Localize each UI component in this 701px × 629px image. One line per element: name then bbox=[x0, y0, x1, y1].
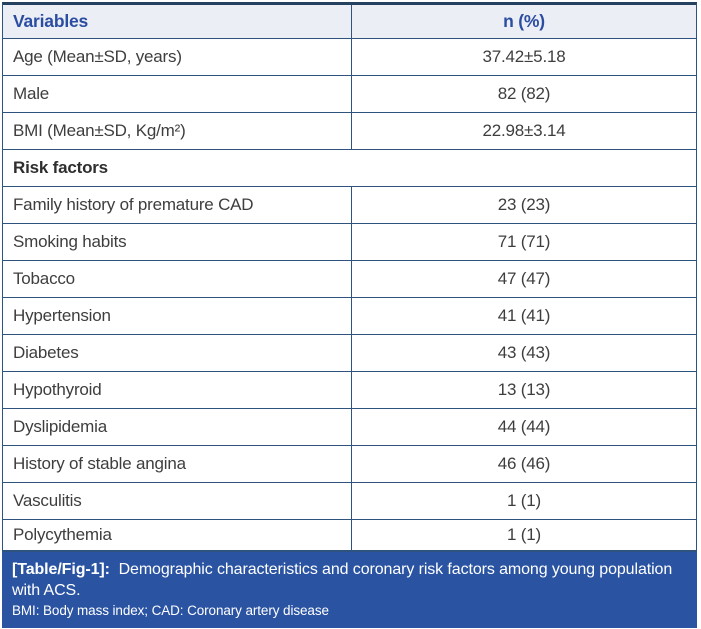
row-value: 44 (44) bbox=[351, 409, 696, 445]
table-row: Male 82 (82) bbox=[3, 76, 696, 113]
caption-tag: [Table/Fig-1]: bbox=[12, 561, 110, 578]
table-row: Tobacco 47 (47) bbox=[3, 261, 696, 298]
section-row: Risk factors bbox=[3, 150, 696, 187]
row-label: Hypertension bbox=[13, 306, 111, 325]
row-value: 47 (47) bbox=[351, 261, 696, 297]
row-label: Smoking habits bbox=[13, 232, 127, 251]
figure-caption: [Table/Fig-1]: Demographic characteristi… bbox=[2, 552, 697, 628]
row-label: Dyslipidemia bbox=[13, 417, 107, 436]
data-table: Variables n (%) Age (Mean±SD, years) 37.4… bbox=[2, 2, 697, 552]
row-value: 43 (43) bbox=[351, 335, 696, 371]
caption-description: Demographic characteristics and coronary… bbox=[12, 561, 673, 600]
row-value: 41 (41) bbox=[351, 298, 696, 334]
table-body: Age (Mean±SD, years) 37.42±5.18 Male 82 (82… bbox=[3, 39, 696, 550]
table-row: Smoking habits 71 (71) bbox=[3, 224, 696, 261]
table-row: Dyslipidemia 44 (44) bbox=[3, 409, 696, 446]
table-row: Family history of premature CAD 23 (23) bbox=[3, 187, 696, 224]
row-value: 37.42±5.18 bbox=[351, 39, 696, 75]
table-header-row: Variables n (%) bbox=[3, 5, 696, 39]
table-row: Polycythemia 1 (1) bbox=[3, 520, 696, 550]
row-value: 82 (82) bbox=[351, 76, 696, 112]
row-label: Male bbox=[13, 84, 50, 103]
table-row: Diabetes 43 (43) bbox=[3, 335, 696, 372]
table-row: Age (Mean±SD, years) 37.42±5.18 bbox=[3, 39, 696, 76]
row-label: Age (Mean±SD, years) bbox=[13, 47, 182, 66]
table-row: History of stable angina 46 (46) bbox=[3, 446, 696, 483]
row-label: Tobacco bbox=[13, 269, 75, 288]
table-row: BMI (Mean±SD, Kg/m²) 22.98±3.14 bbox=[3, 113, 696, 150]
row-value: 13 (13) bbox=[351, 372, 696, 408]
row-label: Hypothyroid bbox=[13, 380, 102, 399]
row-label: BMI (Mean±SD, Kg/m²) bbox=[13, 121, 186, 140]
row-label: Vasculitis bbox=[13, 491, 82, 510]
header-variables: Variables bbox=[13, 11, 89, 31]
caption-text: [Table/Fig-1]: Demographic characteristi… bbox=[12, 559, 685, 601]
row-value: 46 (46) bbox=[351, 446, 696, 482]
row-label: Polycythemia bbox=[13, 525, 112, 544]
row-label: Risk factors bbox=[13, 158, 108, 177]
row-value: 22.98±3.14 bbox=[351, 113, 696, 149]
row-value: 23 (23) bbox=[351, 187, 696, 223]
table-row: Hypertension 41 (41) bbox=[3, 298, 696, 335]
table-row: Hypothyroid 13 (13) bbox=[3, 372, 696, 409]
row-label: History of stable angina bbox=[13, 454, 186, 473]
row-value: 1 (1) bbox=[351, 483, 696, 519]
row-value: 1 (1) bbox=[351, 520, 696, 550]
table-row: Vasculitis 1 (1) bbox=[3, 483, 696, 520]
row-value: 71 (71) bbox=[351, 224, 696, 260]
caption-footnote: BMI: Body mass index; CAD: Coronary arte… bbox=[12, 603, 329, 619]
row-label: Diabetes bbox=[13, 343, 79, 362]
row-label: Family history of premature CAD bbox=[13, 195, 254, 214]
header-n-percent: n (%) bbox=[351, 5, 696, 38]
